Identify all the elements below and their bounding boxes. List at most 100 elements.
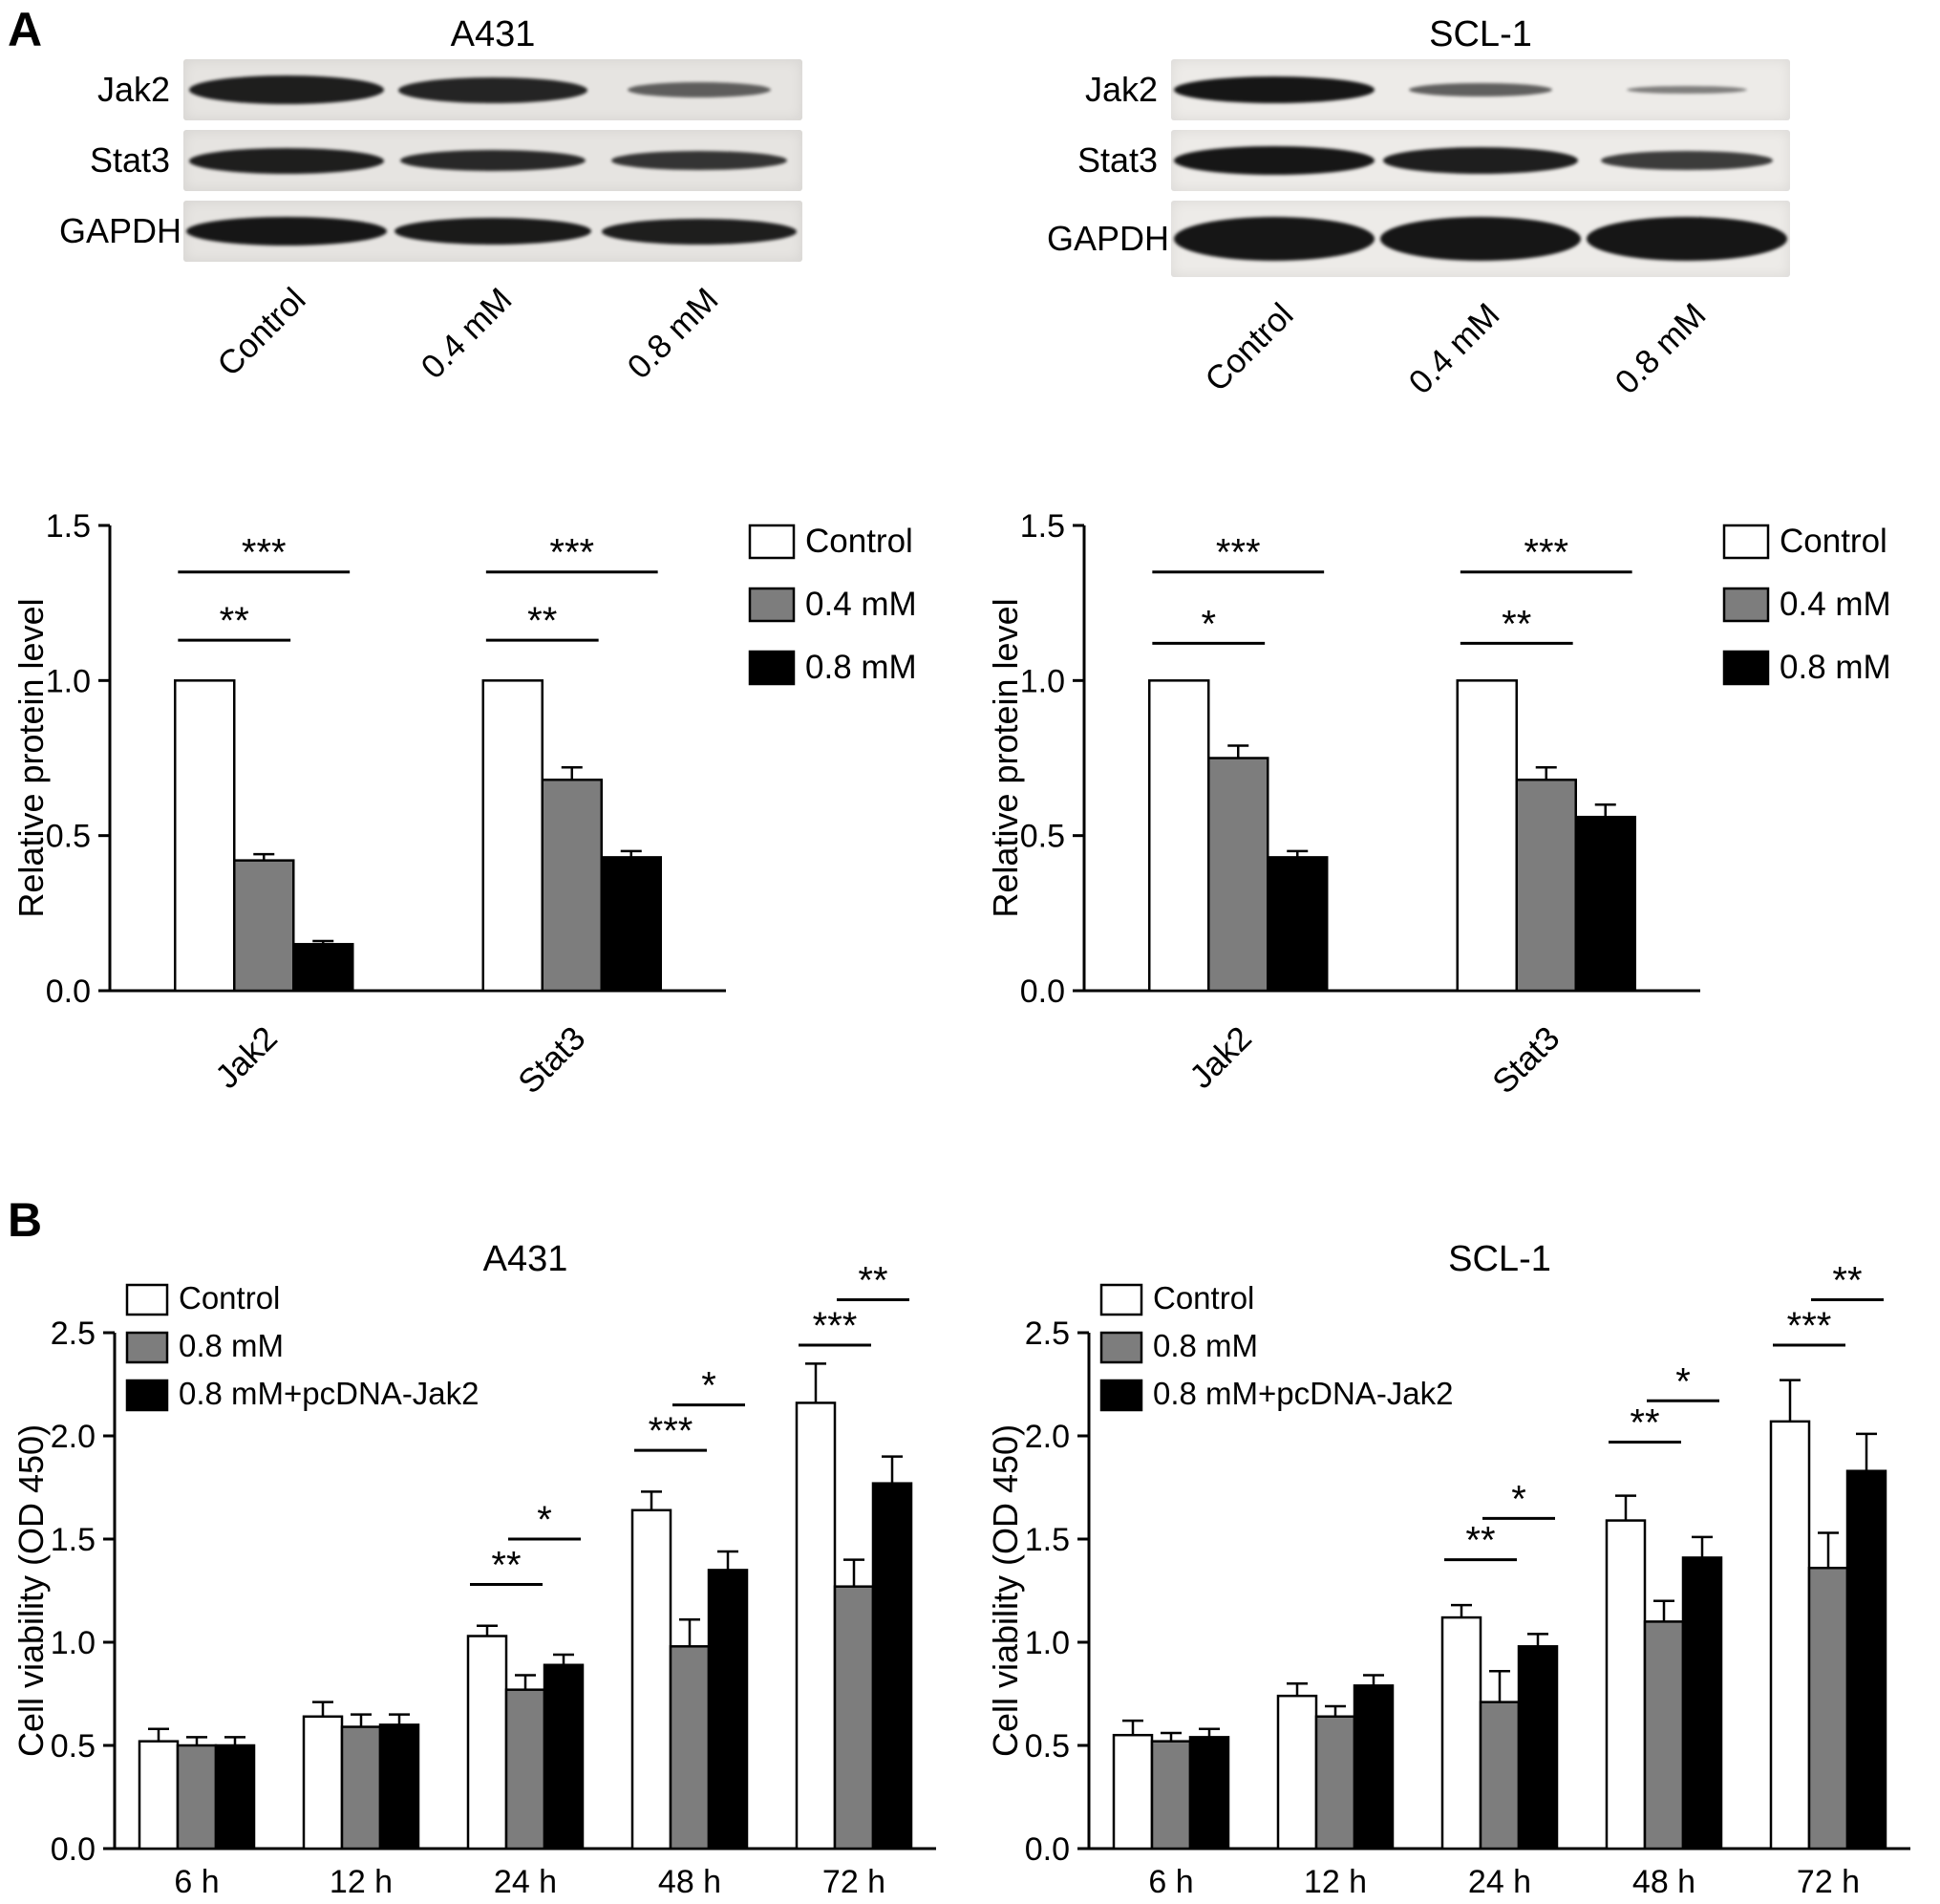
lane-label: Control [1198,296,1301,399]
bar [600,856,662,993]
significance-label: * [537,1499,552,1541]
legend-swatch [1099,1331,1143,1364]
significance-label: ** [1832,1259,1862,1301]
bar [1845,1469,1887,1851]
x-category-label: Jak2 [1183,1019,1259,1096]
lane-label: 0.8 mM [1608,296,1714,402]
chart-a431-relative-protein: 0.0 0.5 1.0 1.5 Relative protein level Jak2 St… [11,508,917,1101]
y-tick-label: 1.5 [46,508,91,545]
significance-label: * [1511,1478,1526,1520]
lane-label: Control [210,281,313,384]
blot-protein-label: Stat3 [89,140,170,180]
protein-band [1380,217,1581,261]
blot-row-stat3: Stat3 [59,130,802,191]
bar [174,679,236,993]
significance-label: *** [1216,532,1261,574]
bar [1148,679,1210,993]
bar [1517,1645,1559,1851]
significance-label: *** [242,532,287,574]
bar [1353,1684,1395,1851]
bar [1681,1556,1723,1851]
significance-label: *** [1524,532,1568,574]
y-tick-label: 1.5 [1025,1522,1070,1558]
significance-label: ** [858,1259,887,1301]
bar [1267,856,1329,993]
bar [541,778,603,993]
y-tick-label: 0.5 [46,819,91,855]
legend-label: 0.8 mM+pcDNA-Jak2 [179,1376,480,1411]
blot-lane-labels-scl1: Control 0.4 mM 0.8 mM [1171,287,1790,468]
bar [233,859,295,993]
bar [1574,815,1636,993]
bar [378,1723,420,1851]
bar [1276,1694,1318,1851]
legend-swatch [1722,524,1770,560]
legend-swatch [125,1283,169,1316]
bar [466,1635,508,1851]
blot-protein-label: GAPDH [1047,219,1170,258]
y-tick-label: 2.0 [51,1419,96,1455]
bar [1188,1736,1230,1851]
significance-label: * [701,1365,716,1407]
blot-row-jak2: Jak2 [59,59,802,120]
x-category-label: 12 h [1304,1864,1367,1900]
protein-band [1587,217,1787,261]
legend-label: 0.8 mM [1153,1328,1258,1363]
legend-swatch [1722,650,1770,686]
bar [543,1663,585,1851]
y-tick-label: 0.0 [46,973,91,1010]
protein-band [399,150,586,171]
x-category-label: Stat3 [511,1019,592,1101]
blot-protein-label: Stat3 [1077,140,1158,180]
legend-label: Control [805,523,913,560]
blot-title-scl1: SCL-1 [1429,14,1532,54]
x-category-label: 24 h [494,1864,557,1900]
legend-swatch [125,1331,169,1364]
bar [1150,1740,1192,1851]
western-blot-a431: A431 Jak2 Stat3 GAPDH Control 0.4 mM 0.8 mM [59,10,802,453]
bar [871,1482,913,1851]
protein-band [1174,76,1375,103]
bar [340,1725,382,1851]
legend-label: Control [179,1280,280,1316]
y-axis-label: Cell viability (OD 450) [11,1424,51,1757]
legend-label: 0.8 mM [805,649,917,686]
blot-strip [1171,130,1790,191]
bar [669,1645,711,1851]
panel-b-label: B [8,1193,43,1247]
bar [1456,679,1518,993]
protein-band [1601,151,1773,170]
blot-lane-labels-a431: Control 0.4 mM 0.8 mM [183,271,802,453]
y-tick-label: 0.5 [1020,819,1065,855]
y-tick-label: 1.5 [51,1522,96,1558]
chart-scl1-cell-viability: SCL-1 0.0 0.5 1.0 1.5 2.0 2.5 Cell viability (O… [986,1239,1910,1900]
legend-label: 0.8 mM [1780,649,1891,686]
protein-band [602,218,797,245]
chart-title: SCL-1 [1448,1239,1551,1279]
blot-title-a431: A431 [450,14,536,54]
x-category-label: 12 h [330,1864,393,1900]
protein-band [1627,86,1747,94]
protein-band [398,76,587,103]
y-tick-label: 0.5 [51,1728,96,1765]
y-tick-label: 1.0 [51,1625,96,1661]
blot-row-gapdh: GAPDH [1047,201,1790,277]
lane-label: 0.4 mM [414,281,520,387]
protein-band [1174,146,1375,175]
bar [214,1744,256,1851]
legend-label: Control [1780,523,1887,560]
bar [1479,1701,1521,1851]
significance-label: ** [1502,603,1531,645]
significance-label: ** [220,600,249,642]
legend-swatch [1722,587,1770,623]
protein-band [628,82,771,97]
blot-protein-label: Jak2 [1084,70,1158,109]
bar [630,1508,672,1851]
y-axis-label: Cell viability (OD 450) [986,1424,1025,1757]
lane-label: 0.4 mM [1401,296,1507,402]
bar [504,1688,546,1851]
bar [1112,1733,1154,1851]
significance-label: * [1201,603,1216,645]
blot-protein-label: GAPDH [59,211,182,250]
